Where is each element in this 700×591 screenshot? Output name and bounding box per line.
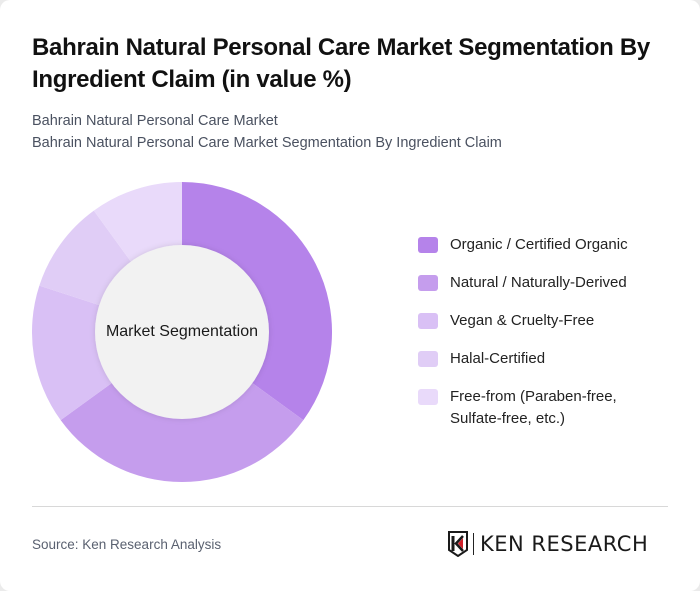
- legend-swatch: [418, 351, 438, 367]
- donut-slice[interactable]: [182, 182, 332, 421]
- logo-text: KEN RESEARCH: [480, 532, 649, 556]
- legend-swatch: [418, 389, 438, 405]
- legend-label: Free-from (Paraben-free, Sulfate-free, e…: [450, 388, 617, 427]
- chart-subtitle-market: Bahrain Natural Personal Care Market: [32, 113, 278, 129]
- donut-slice[interactable]: [31, 285, 114, 421]
- legend-item-halal[interactable]: Halal-Certified: [418, 348, 678, 370]
- donut-center: [95, 245, 269, 419]
- chart-legend: Organic / Certified Organic Natural / Na…: [418, 234, 678, 446]
- ken-research-logo-icon: [448, 531, 468, 557]
- legend-item-natural[interactable]: Natural / Naturally-Derived: [418, 272, 678, 294]
- donut-slice[interactable]: [39, 210, 133, 306]
- legend-swatch: [418, 275, 438, 291]
- ken-research-logo: KEN RESEARCH: [447, 530, 648, 558]
- donut-slice[interactable]: [93, 182, 182, 264]
- legend-item-vegan[interactable]: Vegan & Cruelty-Free: [418, 310, 678, 332]
- legend-label: Vegan & Cruelty-Free: [450, 312, 595, 329]
- donut-chart: Market Segmentation: [31, 182, 332, 482]
- legend-label: Natural / Naturally-Derived: [450, 274, 627, 291]
- legend-label: Halal-Certified: [450, 350, 546, 367]
- chart-title: Bahrain Natural Personal Care Market Seg…: [32, 34, 650, 93]
- legend-label: Organic / Certified Organic: [450, 236, 628, 253]
- legend-swatch: [418, 237, 438, 253]
- donut-slice[interactable]: [60, 381, 304, 482]
- legend-item-organic[interactable]: Organic / Certified Organic: [418, 234, 678, 256]
- logo-separator: [473, 533, 474, 555]
- legend-item-free-from[interactable]: Free-from (Paraben-free, Sulfate-free, e…: [418, 386, 678, 430]
- chart-subtitle-segmentation: Bahrain Natural Personal Care Market Seg…: [32, 135, 502, 151]
- donut-chart-svg: [31, 182, 332, 482]
- source-note: Source: Ken Research Analysis: [32, 537, 222, 552]
- legend-swatch: [418, 313, 438, 329]
- footer-divider: [32, 506, 668, 507]
